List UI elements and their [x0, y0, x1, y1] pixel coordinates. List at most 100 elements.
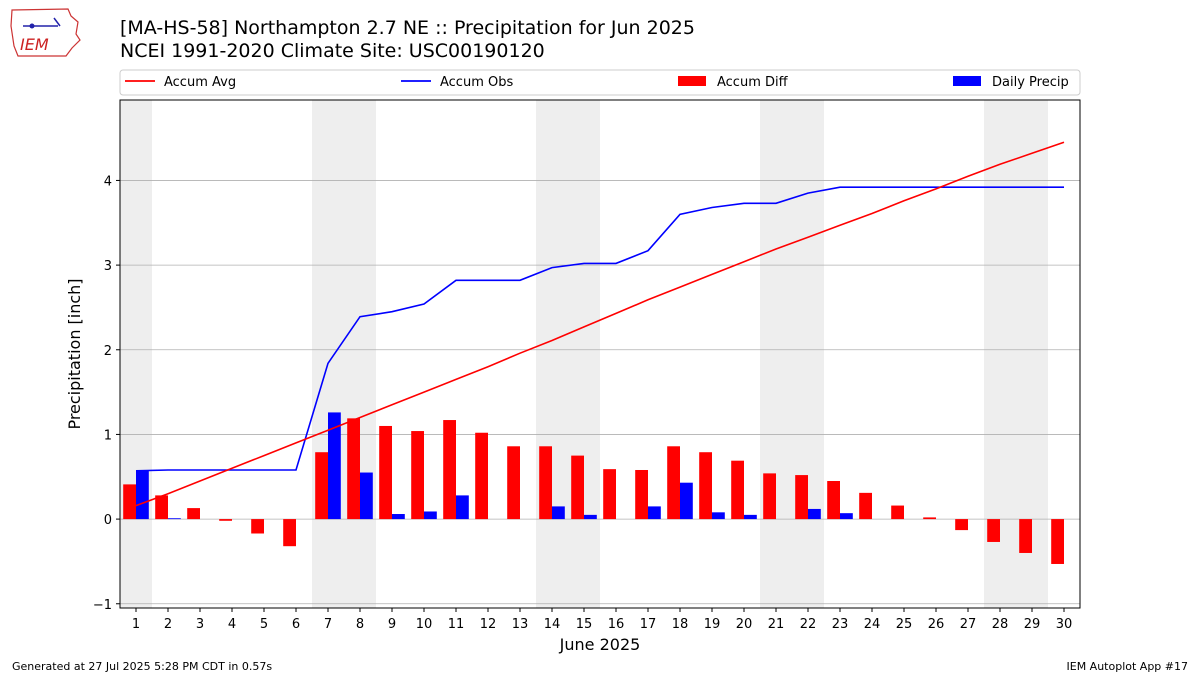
accum-diff-bar: [219, 519, 232, 521]
x-tick-label: 2: [164, 617, 172, 632]
x-tick-label: 10: [416, 617, 433, 632]
x-tick-label: 8: [356, 617, 364, 632]
accum-diff-bar: [891, 505, 904, 520]
x-tick-label: 22: [800, 617, 817, 632]
x-tick-label: 16: [608, 617, 625, 632]
accum-diff-bar: [155, 495, 168, 520]
y-axis-label: Precipitation [inch]: [65, 278, 84, 429]
legend-label-daily-precip: Daily Precip: [992, 75, 1069, 90]
x-tick-label: 5: [260, 617, 268, 632]
accum-diff-bar: [187, 508, 200, 520]
accum-diff-bar: [763, 473, 776, 520]
station-vane: [53, 17, 61, 27]
lines: [135, 141, 1065, 507]
x-tick-label: 30: [1056, 617, 1073, 632]
x-axis-label: June 2025: [559, 635, 641, 654]
accum-diff-bar: [123, 484, 136, 520]
accum-diff-bar: [1051, 519, 1064, 564]
legend: Accum Avg Accum Obs Accum Diff Daily Precip: [119, 69, 1081, 96]
accum-diff-bar: [443, 420, 456, 520]
accum-diff-bar: [923, 517, 936, 520]
chart-title: [MA-HS-58] Northampton 2.7 NE :: Precipi…: [120, 17, 695, 39]
accum-diff-bar: [539, 446, 552, 520]
accum-diff-bar: [507, 446, 520, 520]
gridlines: [120, 180, 1080, 605]
accum-diff-bar: [667, 446, 680, 520]
plot-frame: [119, 99, 1081, 609]
accum-diff-bar: [411, 431, 424, 520]
weekend-shade-day-8: [344, 100, 376, 608]
y-tick-label: −1: [93, 598, 112, 613]
accum-diff-bar: [379, 425, 392, 520]
x-tick-label: 19: [704, 617, 721, 632]
accum-diff-bar: [347, 418, 360, 520]
logo-text: IEM: [20, 35, 49, 54]
daily-precip-bar: [136, 470, 149, 520]
weekend-shade-day-14: [536, 100, 568, 608]
daily-precip-bar: [328, 412, 341, 520]
daily-precip-bar: [648, 506, 661, 520]
daily-precip-bar: [584, 514, 597, 520]
accum-diff-bar: [859, 492, 872, 520]
daily-precip-bar: [744, 514, 757, 520]
x-tick-label: 17: [640, 617, 657, 632]
x-tick-label: 4: [228, 617, 236, 632]
accum-diff-bar: [315, 452, 328, 520]
legend-swatch-daily-precip: [953, 76, 981, 86]
x-tick-label: 9: [388, 617, 396, 632]
x-tick-label: 18: [672, 617, 689, 632]
x-tick-label: 3: [196, 617, 204, 632]
daily-precip-bar: [808, 508, 821, 520]
daily-precip-bar: [392, 514, 405, 520]
iem-logo: IEM: [10, 8, 81, 57]
x-tick-label: 29: [1024, 617, 1041, 632]
x-tick-label: 12: [480, 617, 497, 632]
daily-precip-bar: [168, 518, 181, 520]
accum-diff-bar: [731, 460, 744, 520]
accum-diff-bar: [699, 452, 712, 520]
x-tick-label: 6: [292, 617, 300, 632]
daily-precip-bar: [840, 513, 853, 520]
y-tick-label: 1: [104, 428, 112, 443]
accum-avg-line: [135, 141, 1065, 507]
daily-precip-bar: [456, 495, 469, 520]
weekend-shade-day-22: [792, 100, 824, 608]
weekend-shade-day-7: [312, 100, 344, 608]
weekend-shade-day-21: [760, 100, 792, 608]
x-tick-label: 24: [864, 617, 881, 632]
daily-precip-bar: [712, 512, 725, 520]
x-tick-label: 25: [896, 617, 913, 632]
legend-label-accum-avg: Accum Avg: [164, 75, 236, 90]
x-tick-label: 28: [992, 617, 1009, 632]
x-tick-label: 7: [324, 617, 332, 632]
accum-diff-bar: [1019, 519, 1032, 553]
app-label: IEM Autoplot App #17: [1066, 660, 1189, 673]
x-tick-label: 21: [768, 617, 785, 632]
accum-diff-bar: [283, 519, 296, 547]
weekend-shade-day-1: [120, 100, 152, 608]
accum-diff-bar: [571, 455, 584, 520]
accum-obs-line: [135, 186, 1064, 472]
generated-timestamp: Generated at 27 Jul 2025 5:28 PM CDT in …: [12, 660, 273, 673]
x-tick-label: 15: [576, 617, 593, 632]
legend-label-accum-obs: Accum Obs: [440, 75, 513, 90]
daily-precip-bar: [424, 511, 437, 520]
x-tick-label: 14: [544, 617, 561, 632]
daily-precip-bar: [552, 506, 565, 520]
x-tick-label: 11: [448, 617, 465, 632]
y-tick-label: 4: [104, 174, 112, 189]
accum-diff-bar: [795, 475, 808, 520]
weekend-shading: [120, 100, 1048, 608]
chart-subtitle: NCEI 1991-2020 Climate Site: USC00190120: [120, 40, 545, 62]
accum-diff-bar: [955, 519, 968, 531]
weekend-shade-day-15: [568, 100, 600, 608]
accum-diff-bar: [635, 469, 648, 520]
x-tick-label: 13: [512, 617, 529, 632]
daily-precip-bar: [360, 472, 373, 520]
legend-box: [119, 69, 1081, 96]
daily-precip-bar: [680, 482, 693, 520]
accum-diff-bar: [603, 469, 616, 520]
y-tick-label: 2: [104, 344, 112, 359]
